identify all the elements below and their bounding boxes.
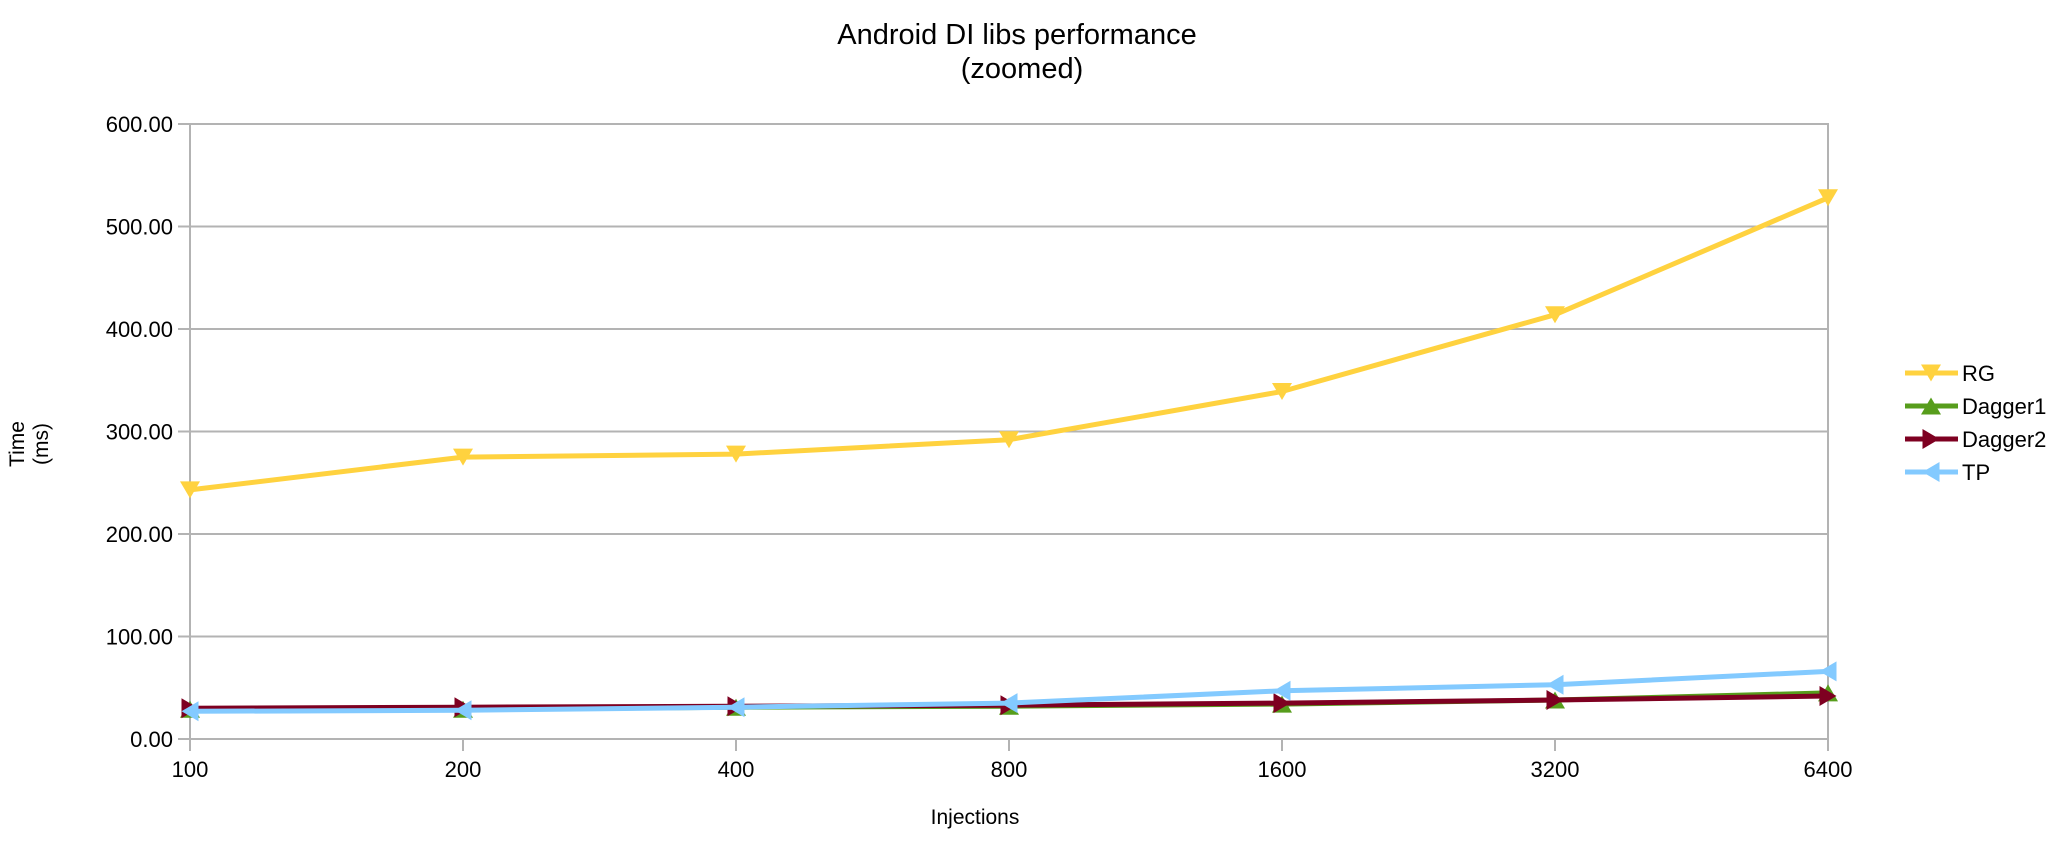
y-axis-label-title: Time [6, 421, 29, 467]
y-tick-label: 100.00 [106, 625, 173, 650]
legend-label: RG [1962, 361, 1995, 386]
data-point-tp [181, 701, 199, 722]
legend-label: TP [1962, 460, 1990, 485]
data-point-rg [453, 448, 473, 466]
y-tick-label: 500.00 [106, 215, 173, 240]
data-point-tp [1000, 693, 1018, 714]
y-tick-label: 600.00 [106, 112, 173, 137]
legend-swatch-marker [1922, 429, 1940, 449]
x-axis-ticks: 100 200 400 800 1600 3200 6400 [172, 739, 1853, 782]
series-rg [180, 189, 1838, 499]
data-point-tp [1819, 661, 1837, 682]
legend-swatch-marker [1921, 364, 1941, 382]
legend-swatch-marker [1922, 462, 1940, 482]
legend-label: Dagger1 [1962, 394, 2046, 419]
legend-label: Dagger2 [1962, 427, 2046, 452]
y-axis-label: Time (ms) [6, 421, 53, 467]
legend-swatch-marker [1921, 397, 1941, 415]
data-point-rg [726, 445, 746, 463]
x-tick-label: 400 [718, 757, 755, 782]
chart-subtitle: (zoomed) [961, 53, 1084, 85]
legend-item-tp: TP [1905, 460, 1990, 485]
x-tick-label: 1600 [1258, 757, 1307, 782]
series-group [180, 189, 1838, 722]
y-tick-label: 0.00 [130, 727, 173, 752]
plot-area: 0.00 100.00 200.00 300.00 400.00 500.00 600.00… [106, 112, 1853, 782]
data-point-rg [1272, 383, 1292, 400]
data-point-tp [1546, 674, 1564, 695]
y-tick-label: 400.00 [106, 317, 173, 342]
x-tick-label: 3200 [1531, 757, 1580, 782]
data-point-tp [454, 700, 472, 721]
data-point-dagger2 [1273, 693, 1291, 714]
y-tick-label: 300.00 [106, 420, 173, 445]
legend-item-dagger2: Dagger2 [1905, 427, 2046, 452]
data-point-tp [727, 697, 745, 718]
legend-item-rg: RG [1905, 361, 1995, 386]
data-point-rg [999, 431, 1019, 449]
data-point-rg [1818, 189, 1838, 207]
data-point-rg [180, 481, 200, 499]
series-tp [181, 661, 1837, 722]
x-tick-label: 100 [172, 757, 209, 782]
y-axis-ticks: 0.00 100.00 200.00 300.00 400.00 500.00 600.00 [106, 112, 190, 752]
data-point-dagger2 [1546, 690, 1564, 710]
chart-title: Android DI libs performance [837, 19, 1196, 51]
data-point-rg [1545, 306, 1565, 324]
legend: RG Dagger1 Dagger2 TP [1905, 361, 2046, 485]
x-tick-label: 200 [445, 757, 482, 782]
x-tick-label: 800 [991, 757, 1028, 782]
y-axis-label-unit: (ms) [30, 423, 53, 465]
x-tick-label: 6400 [1804, 757, 1853, 782]
data-point-dagger2 [1819, 686, 1837, 706]
y-tick-label: 200.00 [106, 522, 173, 547]
data-point-tp [1273, 680, 1291, 701]
legend-item-dagger1: Dagger1 [1905, 394, 2046, 419]
x-axis-label: Injections [931, 806, 1020, 829]
